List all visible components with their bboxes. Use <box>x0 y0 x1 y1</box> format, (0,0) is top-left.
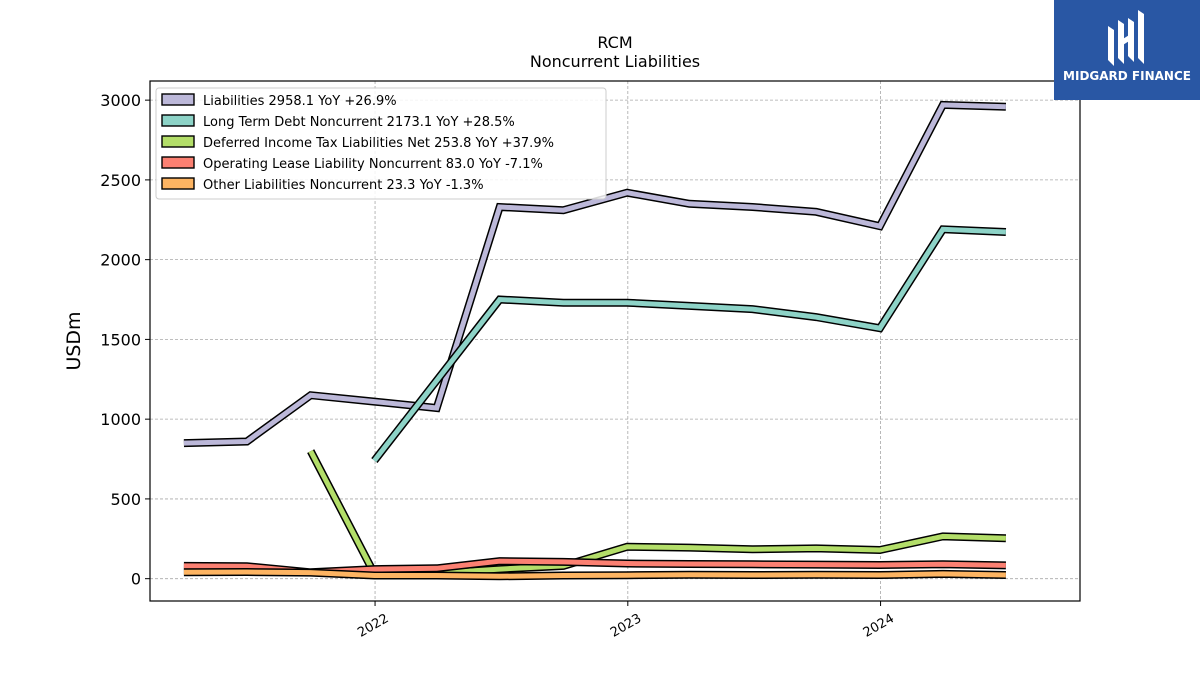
y-tick-label: 2000 <box>100 251 141 270</box>
series-stroke <box>372 226 1007 463</box>
series-line <box>183 567 1006 581</box>
series-line <box>307 449 1007 578</box>
series-line <box>183 100 1007 448</box>
y-tick-label: 1500 <box>100 330 141 349</box>
legend: Liabilities 2958.1 YoY +26.9% Long Term D… <box>155 87 607 200</box>
legend-entry: Liabilities 2958.1 YoY +26.9% <box>203 94 397 109</box>
series-stroke <box>183 569 1006 579</box>
y-tick-label: 2500 <box>100 171 141 190</box>
legend-entry: Operating Lease Liability Noncurrent 83.… <box>203 157 543 172</box>
plot-frame <box>149 80 1081 602</box>
y-tick-label: 3000 <box>100 91 141 110</box>
x-tick-label: 2022 <box>355 611 391 641</box>
legend-swatch <box>161 177 195 190</box>
series-stroke <box>308 449 1006 577</box>
brand-name: MIDGARD FINANCE <box>1063 69 1191 83</box>
legend-entry: Deferred Income Tax Liabilities Net 253.… <box>203 136 554 151</box>
legend-swatch <box>161 114 195 127</box>
series-stroke <box>183 102 1006 446</box>
chart-subtitle: Noncurrent Liabilities <box>530 52 700 71</box>
y-tick-label: 1000 <box>100 410 141 429</box>
legend-swatch <box>161 135 195 148</box>
legend-entry: Other Liabilities Noncurrent 23.3 YoY -1… <box>203 178 484 193</box>
y-tick-label: 500 <box>110 490 141 509</box>
legend-entry: Long Term Debt Noncurrent 2173.1 YoY +28… <box>203 115 515 130</box>
legend-swatch <box>161 156 195 169</box>
y-tick-label: 0 <box>131 570 141 589</box>
x-tick-label: 2024 <box>861 611 897 641</box>
legend-box <box>155 87 607 200</box>
series-layer <box>183 100 1007 581</box>
chart-title: RCM <box>597 33 632 52</box>
series-outline <box>371 225 1007 464</box>
legend-swatch <box>161 93 195 106</box>
series-line <box>371 225 1007 464</box>
brand-mark-icon <box>1108 10 1144 66</box>
series-outline <box>307 449 1007 578</box>
x-tick-label: 2023 <box>608 611 644 641</box>
brand-logo: MIDGARD FINANCE <box>1054 0 1200 100</box>
y-axis-label: USDm <box>63 311 85 370</box>
